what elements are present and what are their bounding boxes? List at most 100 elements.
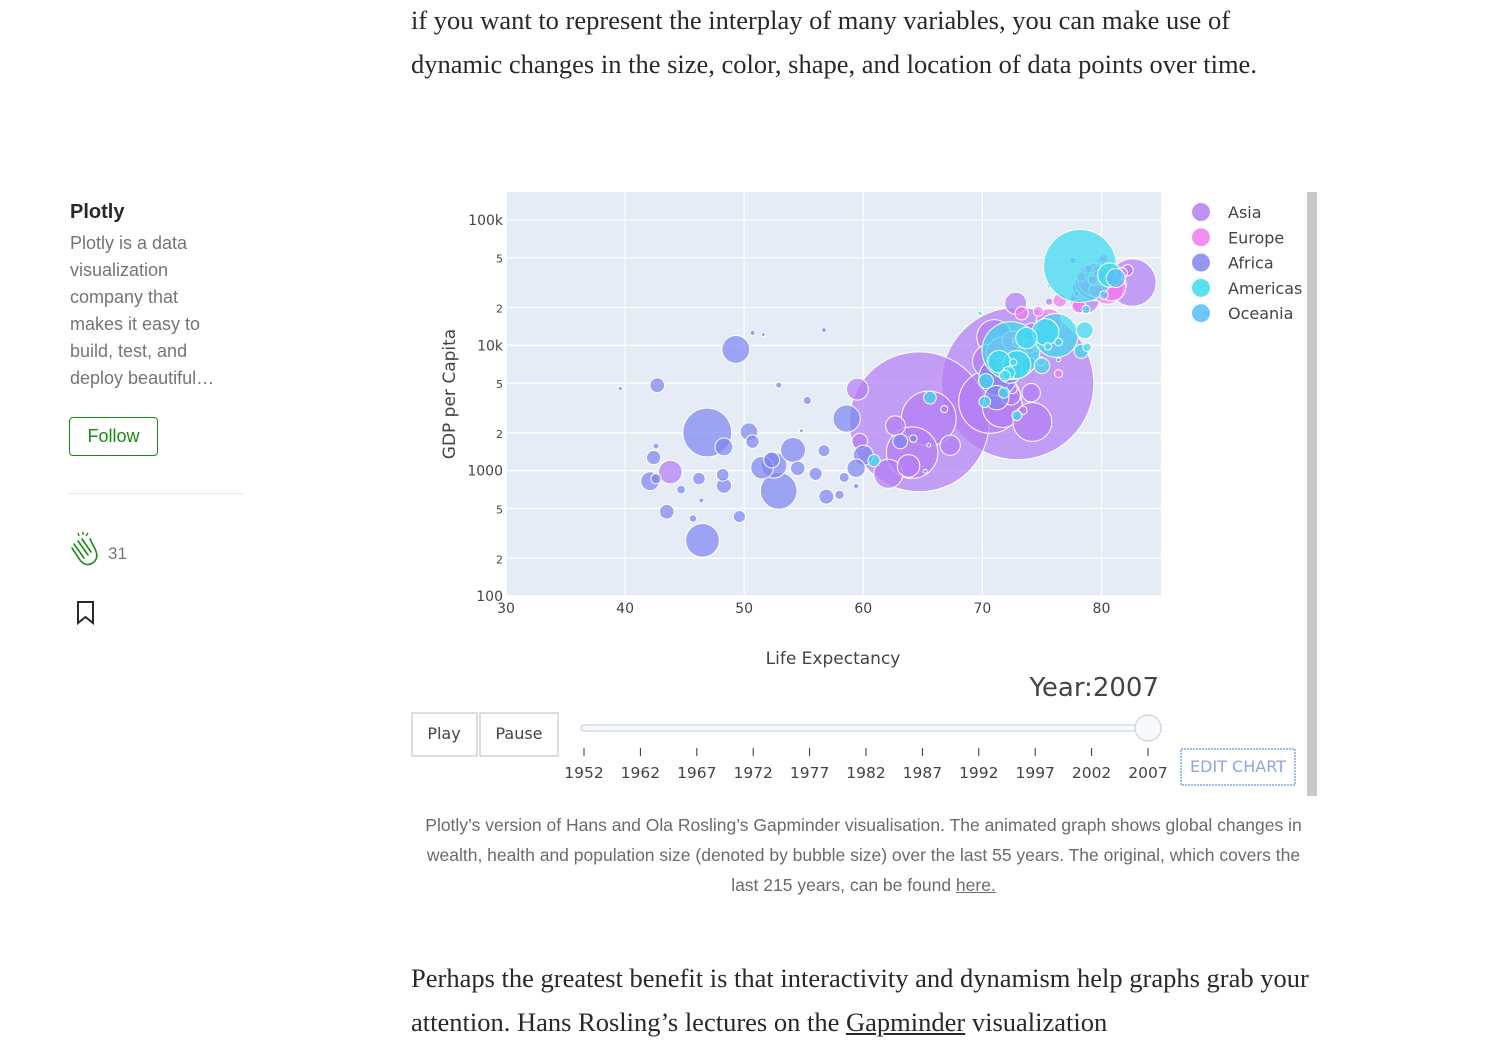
pause-label[interactable]: Pause — [495, 724, 542, 743]
bubble — [885, 415, 906, 437]
bubble — [715, 467, 730, 482]
legend-label: Americas — [1228, 279, 1302, 298]
bubble — [676, 484, 686, 495]
play-button[interactable] — [411, 712, 478, 757]
current-year: Year:2007 — [1028, 673, 1159, 703]
bubble — [1105, 267, 1126, 288]
slider-step-label: 1967 — [677, 764, 716, 782]
bubble — [977, 310, 983, 316]
bubble — [818, 488, 835, 505]
bubble — [939, 434, 961, 456]
bubble — [652, 442, 660, 450]
bubble — [775, 381, 783, 389]
slider-step-label: 1987 — [903, 764, 942, 782]
bubble — [1009, 358, 1018, 367]
bubble — [834, 489, 845, 501]
paragraph-text: visualization — [965, 1007, 1108, 1037]
y-tick-label: 2 — [496, 553, 503, 566]
bubble — [820, 327, 828, 334]
bubble — [832, 404, 861, 433]
bubble — [852, 482, 860, 490]
bubble — [658, 503, 675, 520]
bubble — [763, 451, 781, 469]
paragraph-text: Perhaps the greatest benefit is that int… — [411, 963, 1309, 1037]
bubble — [721, 334, 751, 364]
bubble — [1021, 382, 1041, 403]
y-tick-label: 5 — [496, 503, 503, 516]
bubble — [1015, 326, 1038, 350]
bubble — [617, 385, 624, 392]
caption: Plotly’s version of Hans and Ola Rosling… — [411, 810, 1316, 900]
gapminder-link[interactable]: Gapminder — [845, 1007, 966, 1037]
slider-step-label: 1972 — [733, 764, 772, 782]
clap-count: 31 — [108, 544, 127, 563]
bubble — [732, 510, 747, 524]
slider-step-label: 1952 — [564, 764, 603, 782]
x-tick-label: 30 — [497, 601, 515, 617]
follow-button[interactable]: Follow — [69, 417, 158, 456]
slider-handle[interactable] — [1134, 714, 1162, 742]
x-tick-label: 60 — [854, 601, 872, 617]
play-label[interactable]: Play — [427, 724, 460, 743]
legend-marker — [1192, 304, 1210, 323]
bubble — [1075, 321, 1094, 340]
bubble — [908, 434, 918, 443]
bubble — [645, 449, 662, 466]
pause-button[interactable] — [479, 712, 559, 757]
bubble — [649, 377, 666, 394]
author-bio: Plotly is a data visualization company t… — [70, 233, 215, 388]
y-tick-label: 5 — [496, 253, 503, 266]
legend-marker — [1192, 253, 1210, 272]
x-tick-label: 70 — [973, 601, 991, 617]
x-axis-title: Life Expectancy — [766, 649, 901, 669]
scrollbar — [1307, 192, 1317, 796]
bubble — [802, 395, 812, 405]
slider-track[interactable] — [580, 724, 1162, 732]
legend-label: Europe — [1228, 228, 1284, 247]
bubble — [1054, 337, 1063, 347]
bubble — [688, 514, 698, 523]
slider-step-label: 1992 — [959, 764, 998, 782]
bubble — [1043, 342, 1053, 351]
bubble — [845, 377, 869, 401]
bubble — [1033, 357, 1051, 374]
y-tick-label: 10k — [477, 338, 504, 354]
bubble — [789, 460, 806, 477]
slider-step-label: 1982 — [846, 764, 885, 782]
bubble — [867, 454, 881, 468]
x-tick-label: 80 — [1093, 601, 1111, 617]
caption-text: Plotly’s version of Hans and Ola Rosling… — [425, 815, 1302, 895]
bubble — [798, 428, 804, 434]
bubble — [923, 390, 937, 405]
author-name[interactable]: Plotly — [70, 201, 125, 223]
edit-chart-label[interactable]: EDIT CHART — [1190, 757, 1286, 776]
bubble — [817, 444, 831, 458]
bubble — [808, 466, 823, 481]
divider — [69, 493, 244, 494]
bubble — [1044, 297, 1054, 306]
bubble — [896, 454, 921, 478]
bubble — [1082, 342, 1092, 352]
y-tick-label: 2 — [496, 303, 503, 316]
edit-chart-button[interactable] — [1180, 748, 1296, 786]
x-tick-label: 40 — [616, 601, 634, 617]
legend-label: Asia — [1228, 203, 1262, 222]
bubble — [1081, 304, 1091, 315]
bubble — [1032, 305, 1044, 317]
x-tick-label: 50 — [735, 601, 753, 617]
bubble — [760, 332, 766, 338]
bubble — [922, 468, 928, 474]
bubble — [1054, 369, 1064, 379]
y-tick-label: 5 — [496, 378, 503, 391]
y-tick-label: 2 — [496, 428, 503, 441]
slider-step-label: 1977 — [790, 764, 829, 782]
bubble — [1011, 410, 1023, 422]
clap-icon[interactable] — [64, 530, 102, 570]
bubble — [1056, 357, 1062, 363]
legend-label: Africa — [1228, 254, 1274, 273]
caption-link[interactable]: here. — [955, 875, 996, 895]
bookmark-icon[interactable] — [76, 600, 96, 626]
bubble — [779, 436, 807, 463]
